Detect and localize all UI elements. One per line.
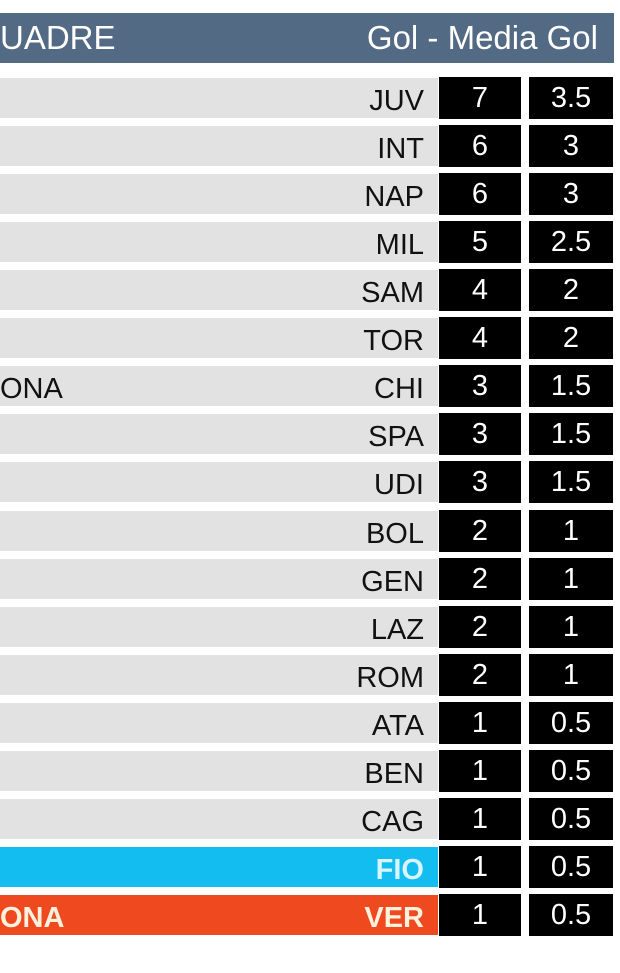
team-bar: TOR — [0, 318, 438, 359]
avg-goals-cell: 1 — [529, 653, 613, 696]
avg-goals-cell: 0.5 — [529, 894, 613, 937]
table-row: ONA VER 1 0.5 — [0, 894, 614, 937]
team-code: LAZ — [370, 613, 424, 646]
goals-cell: 3 — [439, 461, 521, 504]
goals-cell: 4 — [439, 317, 521, 360]
table-row: ONA CHI 3 1.5 — [0, 365, 614, 408]
team-code: CHI — [374, 373, 424, 406]
goals-cell: 6 — [439, 173, 521, 216]
team-code: BOL — [365, 517, 424, 550]
table-row: TOR 4 2 — [0, 317, 614, 360]
team-bar: FIO — [0, 846, 438, 887]
avg-goals-cell: 2.5 — [529, 221, 613, 264]
team-bar: ONA CHI — [0, 366, 438, 407]
goals-cell: 3 — [439, 365, 521, 408]
goals-cell: 2 — [439, 653, 521, 696]
table-row: UDI 3 1.5 — [0, 461, 614, 504]
avg-goals-cell: 2 — [529, 269, 613, 312]
team-code: ATA — [371, 709, 424, 742]
avg-goals-cell: 1.5 — [529, 365, 613, 408]
team-bar: LAZ — [0, 606, 438, 647]
team-bar: ONA VER — [0, 895, 438, 936]
team-bar: MIL — [0, 222, 438, 263]
team-bar: ATA — [0, 702, 438, 743]
avg-goals-cell: 1 — [529, 557, 613, 600]
table-row: GEN 2 1 — [0, 557, 614, 600]
goals-cell: 1 — [439, 894, 521, 937]
table-row: BEN 1 0.5 — [0, 749, 614, 792]
team-code: NAP — [364, 181, 424, 214]
avg-goals-cell: 3.5 — [529, 77, 613, 119]
table-header: UADRE Gol - Media Gol — [0, 13, 614, 63]
team-code: BEN — [364, 757, 424, 790]
table-row: FIO 1 0.5 — [0, 845, 614, 888]
goals-cell: 1 — [439, 701, 521, 744]
goals-cell: 1 — [439, 845, 521, 888]
team-bar: BOL — [0, 510, 438, 551]
avg-goals-cell: 0.5 — [529, 701, 613, 744]
team-bar: ROM — [0, 654, 438, 695]
team-code: TOR — [363, 325, 424, 358]
team-code: CAG — [361, 805, 424, 838]
avg-goals-cell: 0.5 — [529, 749, 613, 792]
table-row: LAZ 2 1 — [0, 605, 614, 648]
team-bar: JUV — [0, 78, 438, 118]
team-bar: UDI — [0, 462, 438, 503]
goals-cell: 2 — [439, 605, 521, 648]
avg-goals-cell: 2 — [529, 317, 613, 360]
team-bar: SPA — [0, 414, 438, 455]
table-row: SPA 3 1.5 — [0, 413, 614, 456]
goals-cell: 1 — [439, 749, 521, 792]
goals-cell: 5 — [439, 221, 521, 264]
avg-goals-cell: 0.5 — [529, 797, 613, 840]
team-bar: GEN — [0, 558, 438, 599]
team-bar: INT — [0, 126, 438, 167]
team-code: SPA — [368, 421, 424, 454]
table-row: ROM 2 1 — [0, 653, 614, 696]
avg-goals-cell: 1 — [529, 605, 613, 648]
table-row: BOL 2 1 — [0, 509, 614, 552]
team-code: VER — [364, 902, 424, 935]
team-code: FIO — [375, 853, 424, 886]
team-code: ROM — [356, 661, 424, 694]
team-name: ONA — [0, 373, 63, 406]
table-row: JUV 7 3.5 — [0, 77, 614, 119]
avg-goals-cell: 3 — [529, 173, 613, 216]
header-teams-label: UADRE — [0, 19, 116, 56]
goals-cell: 1 — [439, 797, 521, 840]
goals-cell: 7 — [439, 77, 521, 119]
table-row: MIL 5 2.5 — [0, 221, 614, 264]
table-row: CAG 1 0.5 — [0, 797, 614, 840]
team-bar: BEN — [0, 750, 438, 791]
header-goals-label: Gol - Media Gol — [366, 19, 598, 56]
team-name: ONA — [0, 902, 65, 935]
table-row: INT 6 3 — [0, 125, 614, 168]
table-row: ATA 1 0.5 — [0, 701, 614, 744]
goals-cell: 2 — [439, 557, 521, 600]
goals-cell: 6 — [439, 125, 521, 168]
avg-goals-cell: 0.5 — [529, 845, 613, 888]
goals-cell: 3 — [439, 413, 521, 456]
avg-goals-cell: 1.5 — [529, 413, 613, 456]
avg-goals-cell: 1.5 — [529, 461, 613, 504]
team-code: MIL — [375, 229, 424, 262]
team-code: SAM — [361, 277, 424, 310]
team-code: JUV — [369, 85, 424, 117]
team-code: INT — [377, 133, 424, 166]
team-bar: NAP — [0, 174, 438, 215]
table-row: SAM 4 2 — [0, 269, 614, 312]
goals-cell: 4 — [439, 269, 521, 312]
team-code: UDI — [374, 469, 424, 502]
avg-goals-cell: 1 — [529, 509, 613, 552]
goals-cell: 2 — [439, 509, 521, 552]
team-code: GEN — [361, 565, 424, 598]
team-bar: CAG — [0, 798, 438, 839]
table-row: NAP 6 3 — [0, 173, 614, 216]
avg-goals-cell: 3 — [529, 125, 613, 168]
team-bar: SAM — [0, 270, 438, 311]
